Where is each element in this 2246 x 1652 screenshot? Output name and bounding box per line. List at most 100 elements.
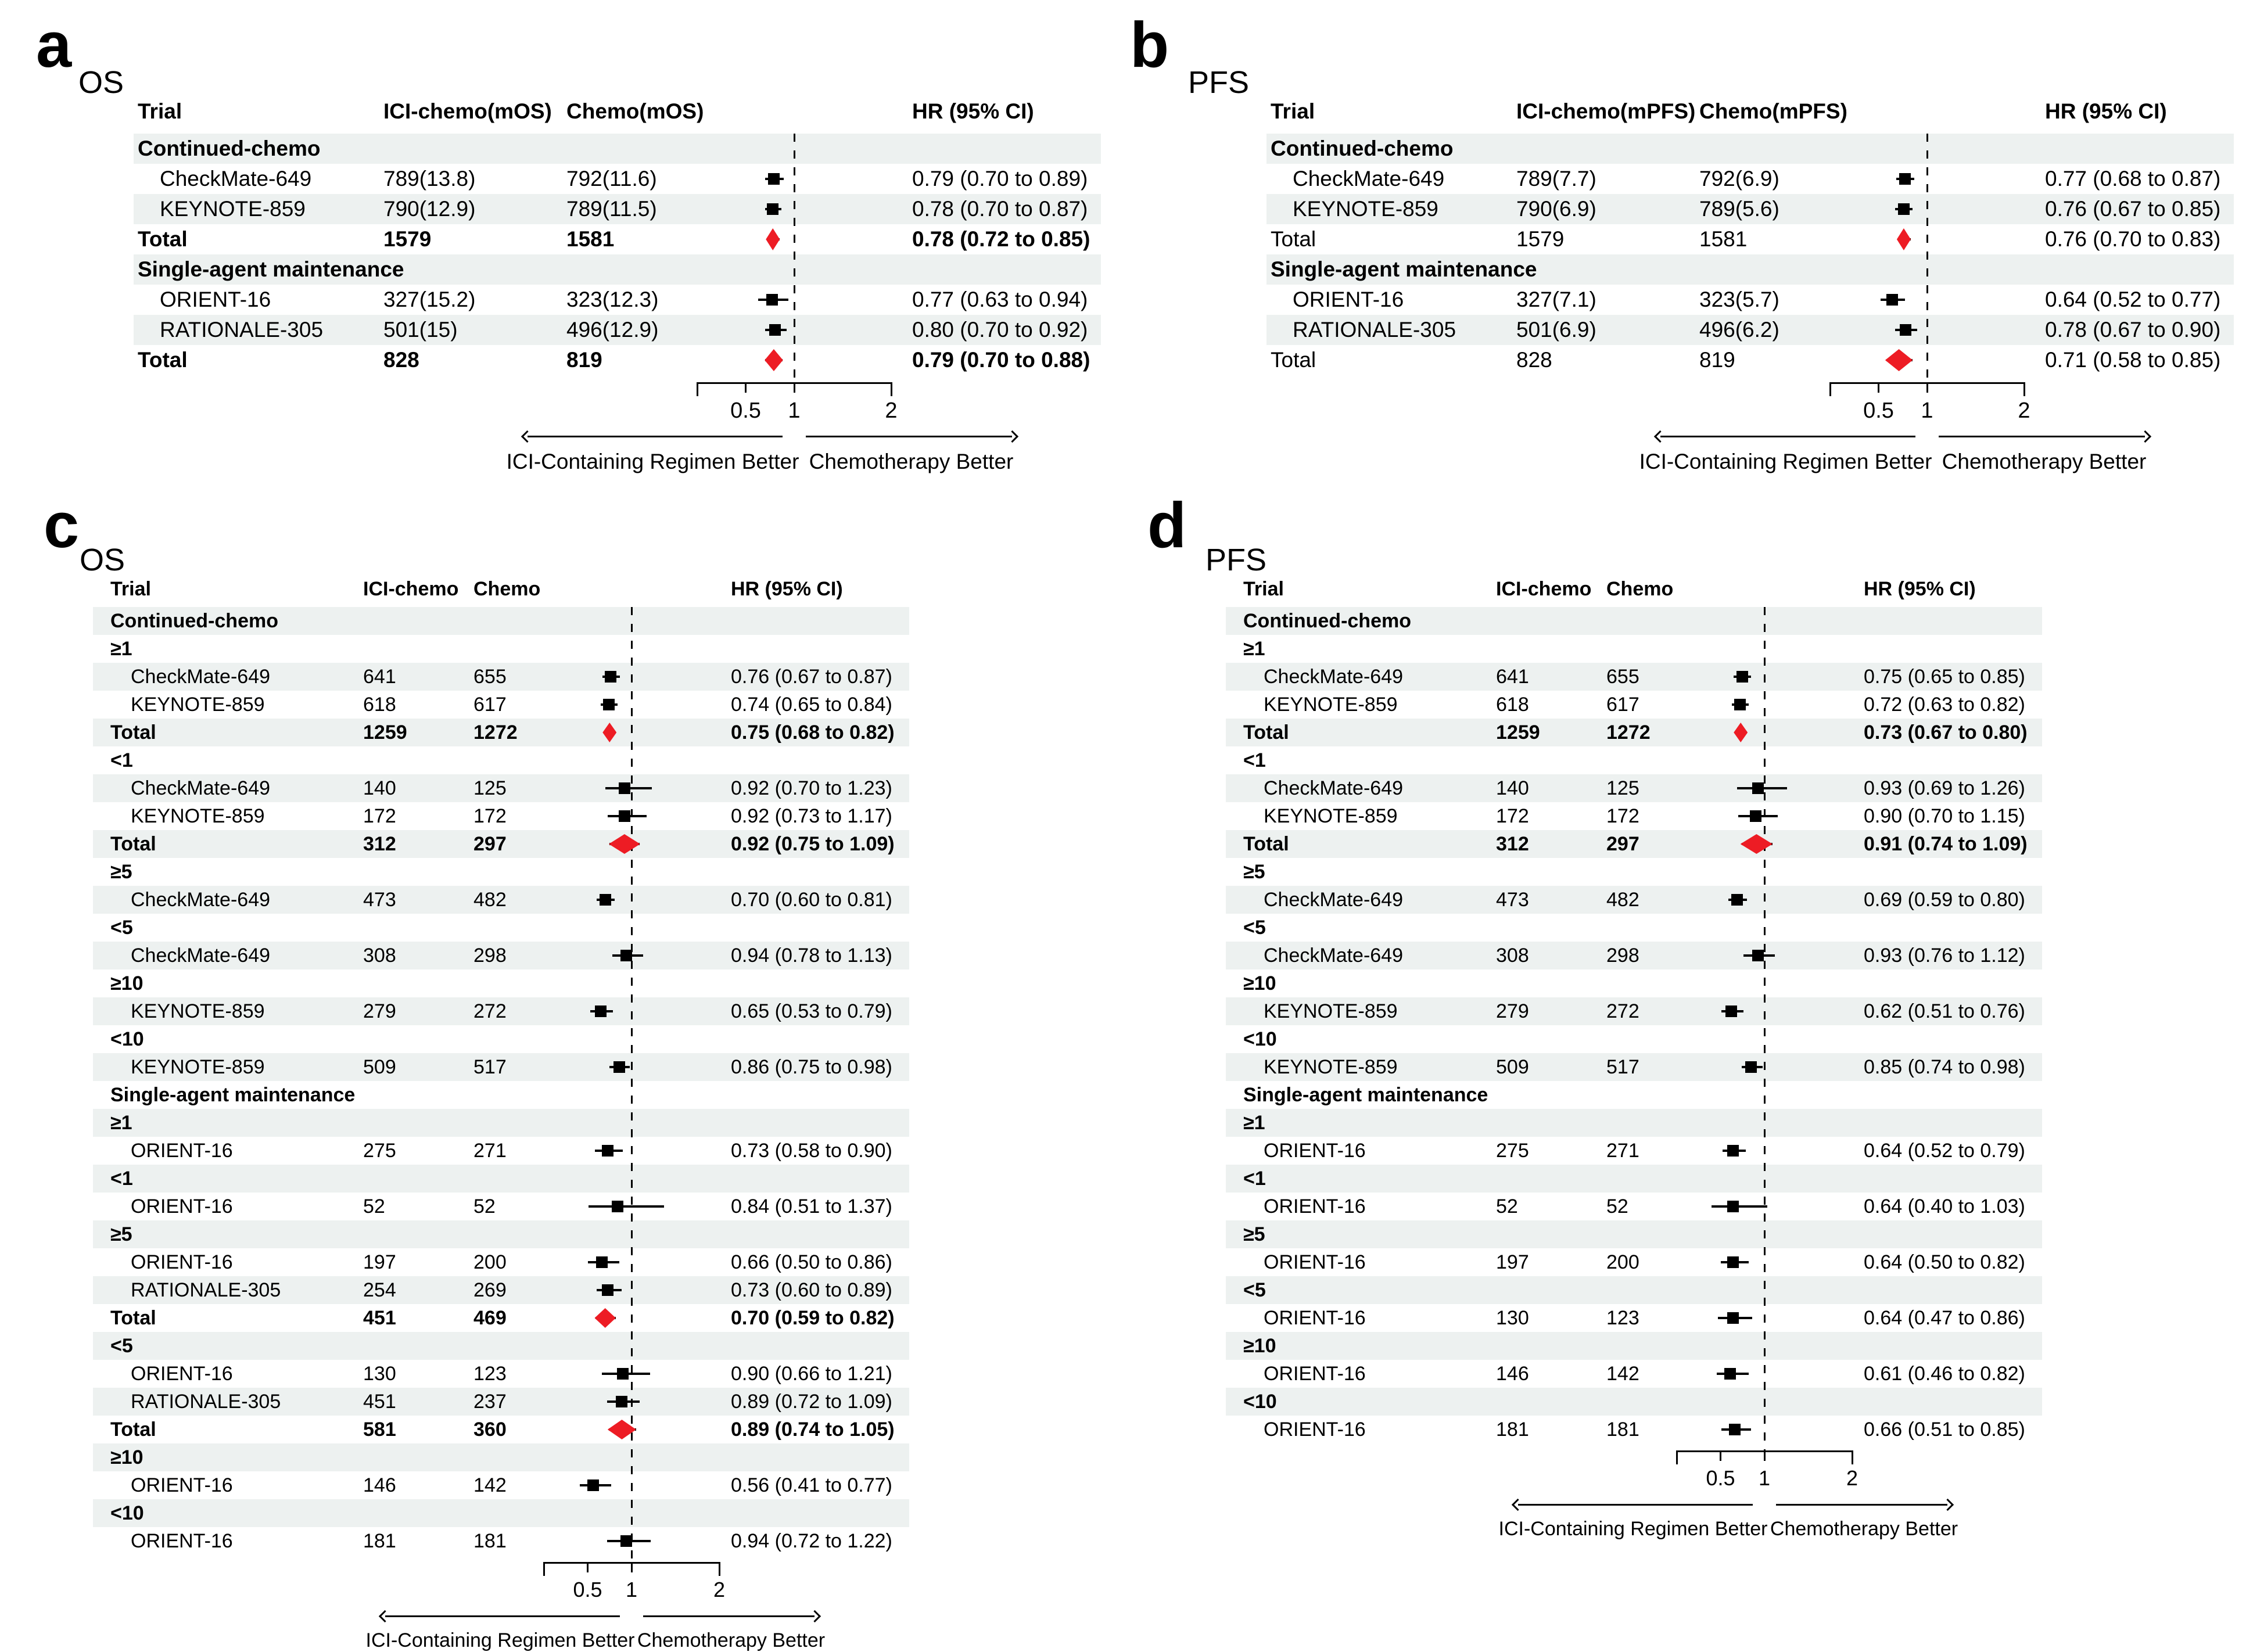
forest-row: RATIONALE-305 501(6.9) 496(6.2) 0.78 (0.67 …	[1266, 315, 2234, 345]
n-ici-chemo: 197	[1496, 1251, 1529, 1273]
null-effect-line	[793, 134, 795, 382]
n-ici-chemo: 789(7.7)	[1516, 167, 1596, 191]
trial-label: CheckMate-649	[160, 167, 312, 191]
n-ici-chemo: 140	[363, 777, 396, 799]
trial-label: ORIENT-16	[160, 288, 271, 311]
n-chemo: 482	[473, 889, 507, 911]
forest-row: Continued-chemo	[93, 607, 909, 635]
axis-tick-label: 1	[625, 1578, 638, 1601]
n-chemo: 200	[1606, 1251, 1639, 1273]
n-chemo: 617	[473, 694, 507, 716]
forest-row: ORIENT-16 197 200 0.64 (0.50 to 0.82)	[1226, 1248, 2042, 1276]
n-chemo: 142	[1606, 1363, 1639, 1385]
col-header-ici-chemo: ICI-chemo	[1496, 578, 1592, 600]
subgroup-label: Single-agent maintenance	[110, 1084, 356, 1106]
axis-tick-label: 0.5	[573, 1578, 602, 1601]
forest-row: ≥1	[1226, 1109, 2042, 1137]
forest-row: ≥10	[93, 969, 909, 997]
panel-letter: c	[44, 490, 80, 561]
n-chemo: 172	[1606, 805, 1639, 827]
hr-ci-text: 0.73 (0.60 to 0.89)	[731, 1279, 892, 1301]
hr-square-marker	[620, 1535, 632, 1547]
hr-ci-text: 0.65 (0.53 to 0.79)	[731, 1000, 892, 1022]
forest-row: Total 451 469 0.70 (0.59 to 0.82)	[93, 1304, 909, 1332]
hr-ci-text: 0.92 (0.70 to 1.23)	[731, 777, 892, 799]
forest-row: ORIENT-16 327(15.2) 323(12.3) 0.77 (0.63 to…	[134, 285, 1101, 315]
panel-endpoint-label: OS	[80, 543, 125, 577]
trial-label: CheckMate-649	[1264, 666, 1404, 688]
n-chemo: 655	[1606, 666, 1639, 688]
axis-end-cap	[1851, 1450, 1853, 1464]
trial-label: ORIENT-16	[1264, 1307, 1366, 1329]
hr-square-marker	[1736, 671, 1749, 683]
n-chemo: 237	[473, 1391, 507, 1413]
axis-tick-label: 2	[713, 1578, 726, 1601]
n-ici-chemo: 789(13.8)	[383, 167, 476, 191]
panel-letter: d	[1147, 490, 1187, 561]
trial-label: ORIENT-16	[131, 1474, 233, 1496]
n-ici-chemo: 146	[363, 1474, 396, 1496]
hr-square-marker	[611, 1201, 623, 1212]
forest-row: Total 1579 1581 0.78 (0.72 to 0.85)	[134, 224, 1101, 254]
n-chemo: 125	[1606, 777, 1639, 799]
hr-ci-text: 0.78 (0.70 to 0.87)	[912, 197, 1088, 221]
hr-ci-text: 0.77 (0.63 to 0.94)	[912, 288, 1088, 311]
n-chemo: 1581	[566, 227, 615, 251]
hr-ci-text: 0.64 (0.50 to 0.82)	[1864, 1251, 2025, 1273]
n-ici-chemo: 279	[363, 1000, 396, 1022]
hr-ci-text: 0.64 (0.47 to 0.86)	[1864, 1307, 2025, 1329]
subgroup-label: <5	[110, 1335, 133, 1357]
forest-row: KEYNOTE-859 509 517 0.86 (0.75 to 0.98)	[93, 1053, 909, 1081]
col-header-hr-ci: HR (95% CI)	[912, 99, 1034, 123]
n-chemo: 172	[473, 805, 507, 827]
hr-square-marker	[1897, 203, 1910, 215]
forest-row: KEYNOTE-859 618 617 0.72 (0.63 to 0.82)	[1226, 691, 2042, 719]
trial-label: ORIENT-16	[1264, 1140, 1366, 1162]
trial-label: Total	[138, 348, 188, 372]
forest-row: ≥5	[93, 1220, 909, 1248]
n-chemo: 52	[473, 1195, 496, 1218]
forest-row: <10	[1226, 1025, 2042, 1053]
n-ici-chemo: 140	[1496, 777, 1529, 799]
hr-square-marker	[616, 1396, 628, 1407]
hr-ci-text: 0.75 (0.65 to 0.85)	[1864, 666, 2025, 688]
n-ici-chemo: 828	[383, 348, 419, 372]
hr-ci-text: 0.72 (0.63 to 0.82)	[1864, 694, 2025, 716]
subgroup-label: ≥1	[110, 1112, 132, 1134]
favors-ici-label: ICI-Containing Regimen Better	[1498, 1518, 1768, 1540]
hr-ci-text: 0.80 (0.70 to 0.92)	[912, 318, 1088, 342]
hr-ci-text: 0.62 (0.51 to 0.76)	[1864, 1000, 2025, 1022]
subgroup-label: Continued-chemo	[1271, 137, 1454, 160]
forest-row: CheckMate-649 641 655 0.75 (0.65 to 0.85)	[1226, 663, 2042, 691]
forest-row: KEYNOTE-859 279 272 0.62 (0.51 to 0.76)	[1226, 997, 2042, 1025]
n-ici-chemo: 275	[1496, 1140, 1529, 1162]
n-chemo: 181	[473, 1530, 507, 1552]
forest-row: KEYNOTE-859 172 172 0.92 (0.73 to 1.17)	[93, 802, 909, 830]
hr-square-marker	[767, 203, 779, 215]
subgroup-label: <1	[1243, 749, 1266, 771]
forest-row: ORIENT-16 146 142 0.61 (0.46 to 0.82)	[1226, 1360, 2042, 1388]
forest-row: ORIENT-16 197 200 0.66 (0.50 to 0.86)	[93, 1248, 909, 1276]
axis-tick-label: 2	[2018, 398, 2030, 423]
hr-square-marker	[1734, 699, 1746, 710]
n-chemo: 52	[1606, 1195, 1628, 1218]
forest-row: RATIONALE-305 254 269 0.73 (0.60 to 0.89)	[93, 1276, 909, 1304]
n-chemo: 297	[1606, 833, 1639, 855]
hr-ci-text: 0.79 (0.70 to 0.89)	[912, 167, 1088, 191]
trial-label: CheckMate-649	[1293, 167, 1445, 191]
axis-tick	[630, 1562, 633, 1572]
n-ici-chemo: 197	[363, 1251, 396, 1273]
null-effect-line	[1763, 607, 1766, 1450]
null-effect-line	[630, 607, 633, 1562]
forest-row: <5	[1226, 1276, 2042, 1304]
forest-row: Total 312 297 0.92 (0.75 to 1.09)	[93, 830, 909, 858]
n-chemo: 1272	[1606, 721, 1651, 744]
n-ici-chemo: 618	[363, 694, 396, 716]
forest-row: CheckMate-649 308 298 0.94 (0.78 to 1.13)	[93, 942, 909, 969]
axis-end-cap	[890, 382, 892, 396]
n-ici-chemo: 308	[1496, 944, 1529, 967]
forest-row: Total 581 360 0.89 (0.74 to 1.05)	[93, 1416, 909, 1443]
subgroup-label: ≥1	[1243, 638, 1265, 660]
n-chemo: 655	[473, 666, 507, 688]
